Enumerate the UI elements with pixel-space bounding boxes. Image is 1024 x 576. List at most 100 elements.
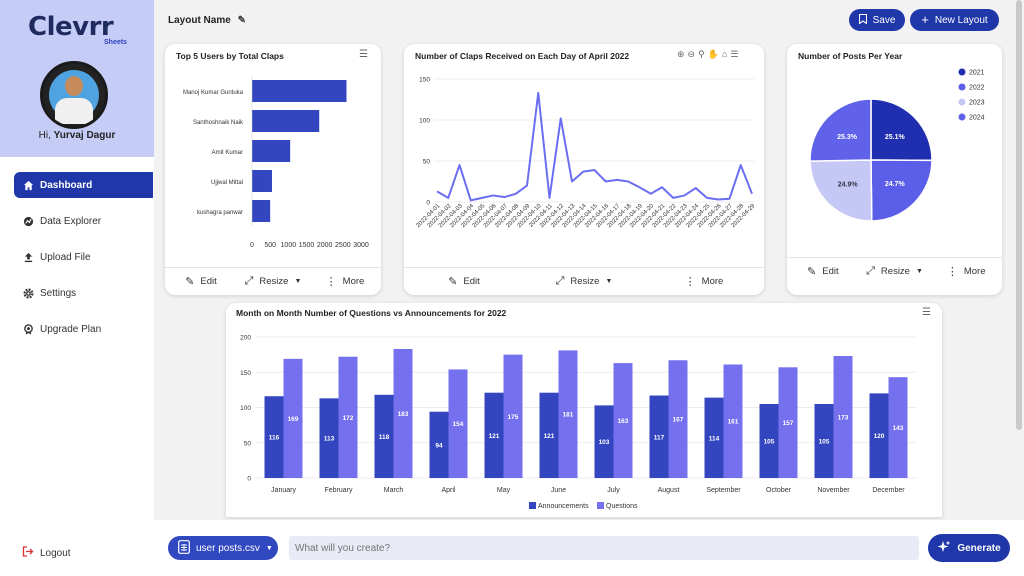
bar: [338, 356, 358, 478]
edit-button[interactable]: ✎ Edit: [404, 275, 524, 288]
save-button[interactable]: Save: [849, 9, 905, 31]
data-label: 105: [819, 438, 830, 445]
magnify-icon[interactable]: ⚲: [698, 49, 705, 59]
new-layout-button[interactable]: + New Layout: [910, 9, 999, 31]
pan-hand-icon[interactable]: ✋: [707, 49, 719, 59]
more-button[interactable]: ⋮ More: [930, 265, 1002, 278]
caret-down-icon: ▼: [915, 268, 923, 275]
edit-button[interactable]: ✎ Edit: [165, 275, 237, 288]
resize-button[interactable]: ⤢ Resize ▼: [859, 265, 931, 278]
bar: [393, 348, 413, 478]
pie-slice: [809, 98, 872, 162]
bar: [252, 80, 347, 102]
more-vertical-icon: ⋮: [946, 266, 958, 278]
edit-button[interactable]: ✎ Edit: [787, 265, 859, 278]
generate-button[interactable]: Generate: [928, 534, 1010, 562]
upload-icon: [22, 251, 34, 263]
sidebar-item-label: Dashboard: [40, 179, 93, 191]
layout-name[interactable]: Layout Name ✎: [168, 15, 246, 26]
zoom-out-icon[interactable]: ⊖: [687, 49, 696, 59]
badge-icon: [22, 323, 34, 335]
file-selector[interactable]: user posts.csv ▼: [168, 536, 278, 560]
sidebar-item-upgrade-plan[interactable]: Upgrade Plan: [14, 316, 153, 342]
bar: [429, 411, 449, 478]
bar: [649, 395, 669, 478]
more-vertical-icon: ⋮: [684, 276, 696, 288]
card-posts-per-year: Number of Posts Per Year 25.1% 24.7% 24.9%…: [787, 44, 1002, 295]
y-tick-label: 150: [419, 77, 430, 84]
y-tick-label: 100: [240, 405, 251, 412]
x-tick-label: December: [872, 487, 905, 494]
more-button[interactable]: ⋮ More: [309, 275, 381, 288]
chart-menu-icon[interactable]: ☰: [730, 49, 739, 59]
data-label: 163: [618, 418, 629, 425]
logout-button[interactable]: Logout: [22, 546, 71, 560]
x-tick-label: 1000: [281, 242, 297, 249]
app-logo[interactable]: Clevrr: [28, 12, 114, 42]
pencil-icon: ✎: [448, 276, 458, 288]
edit-label: Edit: [822, 266, 839, 277]
category-label: Amit Kumar: [212, 150, 243, 156]
legend-label: 2024: [969, 115, 985, 122]
more-button[interactable]: ⋮ More: [644, 275, 764, 288]
explore-icon: [22, 215, 34, 227]
legend-marker: [529, 502, 536, 509]
sidebar-item-dashboard[interactable]: Dashboard: [14, 172, 153, 198]
caret-down-icon: ▼: [605, 278, 613, 285]
bar: [613, 363, 633, 478]
home-icon[interactable]: ⌂: [721, 49, 728, 59]
x-tick-label: 2500: [335, 242, 351, 249]
y-tick-label: 150: [240, 370, 251, 377]
bar: [888, 377, 908, 478]
edit-label: Edit: [463, 276, 480, 287]
bar: [668, 360, 688, 478]
new-layout-label: New Layout: [934, 14, 988, 26]
chart-menu-icon[interactable]: ☰: [922, 307, 931, 318]
data-label: 105: [764, 438, 775, 445]
zoom-in-icon[interactable]: ⊕: [677, 49, 685, 59]
legend-label: Announcements: [538, 503, 589, 510]
resize-icon: ⤢: [555, 275, 565, 287]
sidebar-item-upload-file[interactable]: Upload File: [14, 244, 153, 270]
resize-button[interactable]: ⤢ Resize ▼: [524, 275, 644, 288]
avatar-head: [65, 76, 83, 96]
legend-marker: [958, 113, 966, 121]
user-greeting: Hi, Yurvaj Dagur: [0, 130, 154, 141]
card-actions: ✎ Edit ⤢ Resize ▼ ⋮ More: [165, 267, 381, 295]
chart-title: Top 5 Users by Total Claps: [176, 51, 284, 61]
bar: [503, 354, 523, 478]
save-label: Save: [872, 14, 896, 26]
bar: [778, 367, 798, 478]
data-label: 167: [673, 417, 684, 424]
layout-name-text: Layout Name: [168, 15, 231, 26]
sidebar-item-label: Upload File: [40, 251, 91, 263]
top-users-bar-chart: Manoj Kumar Guntuka Santhoshnaik Naik Amit…: [183, 76, 369, 249]
chart-title: Number of Claps Received on Each Day of …: [415, 51, 630, 61]
avatar[interactable]: [40, 61, 108, 129]
x-tick-label: February: [324, 487, 353, 494]
resize-button[interactable]: ⤢ Resize ▼: [237, 275, 309, 288]
prompt-input[interactable]: [289, 536, 919, 560]
sidebar-item-data-explorer[interactable]: Data Explorer: [14, 208, 153, 234]
slice-label: 25.3%: [837, 134, 858, 141]
data-label: 161: [728, 419, 739, 426]
x-tick-label: 500: [264, 242, 276, 249]
x-tick-label: 2000: [317, 242, 333, 249]
app-logo-subtitle: Sheets: [104, 39, 127, 46]
chart-menu-icon[interactable]: ☰: [359, 49, 368, 60]
data-label: 118: [379, 434, 390, 441]
x-tick-label: 1500: [299, 242, 315, 249]
pencil-icon[interactable]: ✎: [237, 15, 246, 26]
page-scrollbar[interactable]: [1016, 0, 1022, 430]
data-label: 116: [269, 435, 280, 442]
x-tick-label: January: [271, 487, 296, 494]
y-tick-label: 0: [247, 476, 251, 483]
data-label: 175: [508, 414, 519, 421]
sidebar-item-settings[interactable]: Settings: [14, 280, 153, 306]
bar: [539, 392, 559, 478]
bar: [723, 364, 743, 478]
gear-icon: [22, 287, 34, 299]
data-label: 117: [654, 434, 665, 441]
file-name: user posts.csv: [196, 542, 260, 554]
more-vertical-icon: ⋮: [325, 276, 337, 288]
